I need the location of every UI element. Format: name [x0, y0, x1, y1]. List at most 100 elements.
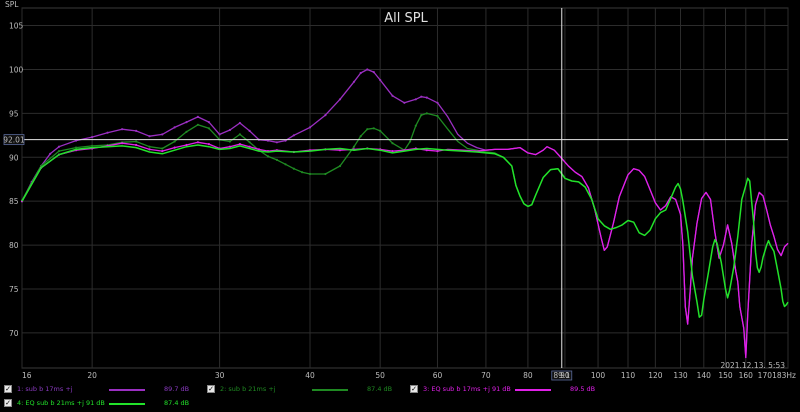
series-point-2 — [414, 124, 417, 127]
legend-item[interactable]: ✓ 2: sub b 21ms +j 87.4 dB — [207, 384, 410, 397]
series-point-2 — [284, 163, 287, 166]
series-point-2 — [74, 146, 78, 149]
series-point-3 — [121, 142, 124, 145]
cursor-x-readout: 89.1 — [553, 371, 570, 380]
x-tick-label: 140 — [697, 371, 712, 380]
series-point-2 — [148, 145, 151, 148]
series-point-2 — [173, 140, 176, 143]
series-point-1 — [185, 121, 188, 124]
series-point-1 — [57, 145, 61, 148]
y-tick-label: 70 — [9, 329, 19, 338]
series-point-2 — [338, 164, 342, 168]
series-point-3 — [185, 143, 188, 147]
series-point-1 — [275, 141, 278, 144]
series-point-3 — [248, 145, 251, 148]
series-point-2 — [391, 142, 394, 145]
series-point-1 — [228, 128, 231, 132]
series-point-3 — [207, 143, 210, 146]
series-point-3 — [228, 145, 231, 148]
series-point-1 — [173, 126, 176, 129]
legend-value: 87.4 dB — [367, 385, 393, 393]
chart-series — [20, 68, 789, 359]
series-point-3 — [436, 150, 439, 153]
series-point-2 — [372, 127, 375, 130]
series-point-1 — [308, 126, 312, 129]
series-point-2 — [409, 140, 412, 143]
series-point-3 — [257, 148, 260, 151]
legend-swatch — [109, 403, 145, 405]
y-tick-label: 80 — [9, 241, 19, 250]
series-point-2 — [324, 172, 327, 176]
series-point-1 — [292, 134, 295, 137]
legend-label: 3: EQ sub b 17ms +j 91 dB — [423, 385, 511, 393]
series-point-1 — [359, 71, 362, 75]
y-tick-label: 95 — [9, 109, 19, 118]
series-point-1 — [148, 135, 151, 138]
legend-row: ✓ 1: sub b 17ms +j 89.7 dB ✓ 2: sub b 21ms +… — [0, 384, 800, 397]
series-point-2 — [207, 127, 210, 130]
series-point-1 — [372, 71, 375, 74]
y-tick-label: 85 — [9, 197, 19, 206]
axis-ticks: 70 75 80 85 90 95 100 105 16 20 30 40 50 60 70 80 90 100 1… — [9, 22, 796, 380]
y-axis-label: SPL — [5, 0, 19, 9]
series-point-2 — [366, 128, 369, 131]
series-point-1 — [366, 68, 369, 71]
series-point-2 — [238, 133, 241, 136]
legend-checkbox[interactable]: ✓ — [207, 385, 215, 393]
series-point-1 — [379, 78, 382, 82]
timestamp-label: 2021.12.13. 5:53 — [720, 361, 785, 370]
legend-value: 89.5 dB — [570, 385, 596, 393]
series-point-2 — [436, 114, 439, 118]
series-point-2 — [57, 150, 61, 153]
legend-checkbox[interactable]: ✓ — [410, 385, 418, 393]
series-point-3 — [425, 149, 428, 152]
series-point-2 — [379, 129, 382, 132]
series-point-2 — [135, 140, 138, 143]
series-line-3 — [21, 141, 789, 359]
series-point-1 — [91, 136, 94, 139]
y-tick-label: 75 — [9, 285, 19, 294]
series-point-3 — [161, 150, 164, 153]
legend-item[interactable]: ✓ 3: EQ sub b 17ms +j 91 dB 89.5 dB — [410, 384, 613, 397]
legend-value: 89.7 dB — [164, 385, 190, 393]
legend-item[interactable]: ✓ 4: EQ sub b 21ms +j 91 dB 87.4 dB — [4, 398, 207, 411]
legend-checkbox[interactable]: ✓ — [4, 399, 12, 407]
legend-row: ✓ 4: EQ sub b 21ms +j 91 dB 87.4 dB — [0, 398, 800, 411]
legend-label: 1: sub b 17ms +j — [17, 385, 73, 393]
legend-item[interactable]: ✓ 1: sub b 17ms +j 89.7 dB — [4, 384, 207, 397]
series-point-3 — [238, 143, 241, 146]
legend-swatch — [312, 389, 348, 391]
cursor-y-readout-box — [3, 134, 25, 146]
series-point-2 — [352, 145, 356, 148]
x-tick-label: 80 — [523, 371, 533, 380]
series-point-1 — [207, 121, 210, 124]
x-tick-label: 170 — [758, 371, 773, 380]
series-point-1 — [403, 101, 406, 104]
series-point-1 — [414, 98, 417, 101]
cursor-y-readout: 92.01 — [3, 136, 25, 145]
series-point-3 — [148, 148, 151, 151]
x-tick-label: 70 — [481, 371, 491, 380]
series-point-2 — [301, 171, 304, 174]
series-point-1 — [218, 133, 221, 136]
series-point-1 — [248, 129, 251, 132]
series-point-1 — [338, 98, 342, 101]
series-point-2 — [161, 147, 164, 150]
series-point-2 — [308, 172, 312, 176]
x-tick-label: 110 — [621, 371, 636, 380]
cursor-crosshair[interactable]: 92.01 89.1 — [3, 8, 788, 381]
series-point-2 — [292, 167, 295, 170]
series-point-2 — [266, 155, 270, 158]
x-tick-label: 160 — [739, 371, 754, 380]
x-tick-label: 130 — [673, 371, 688, 380]
x-tick-label: 20 — [87, 371, 97, 380]
x-tick-label: 90 — [560, 371, 570, 380]
series-point-1 — [106, 131, 109, 134]
series-point-3 — [135, 143, 138, 147]
series-point-2 — [248, 141, 251, 144]
series-point-1 — [135, 129, 138, 132]
x-tick-label: 50 — [375, 371, 385, 380]
series-point-1 — [161, 133, 164, 136]
legend-checkbox[interactable]: ✓ — [4, 385, 12, 393]
series-point-1 — [324, 114, 327, 117]
